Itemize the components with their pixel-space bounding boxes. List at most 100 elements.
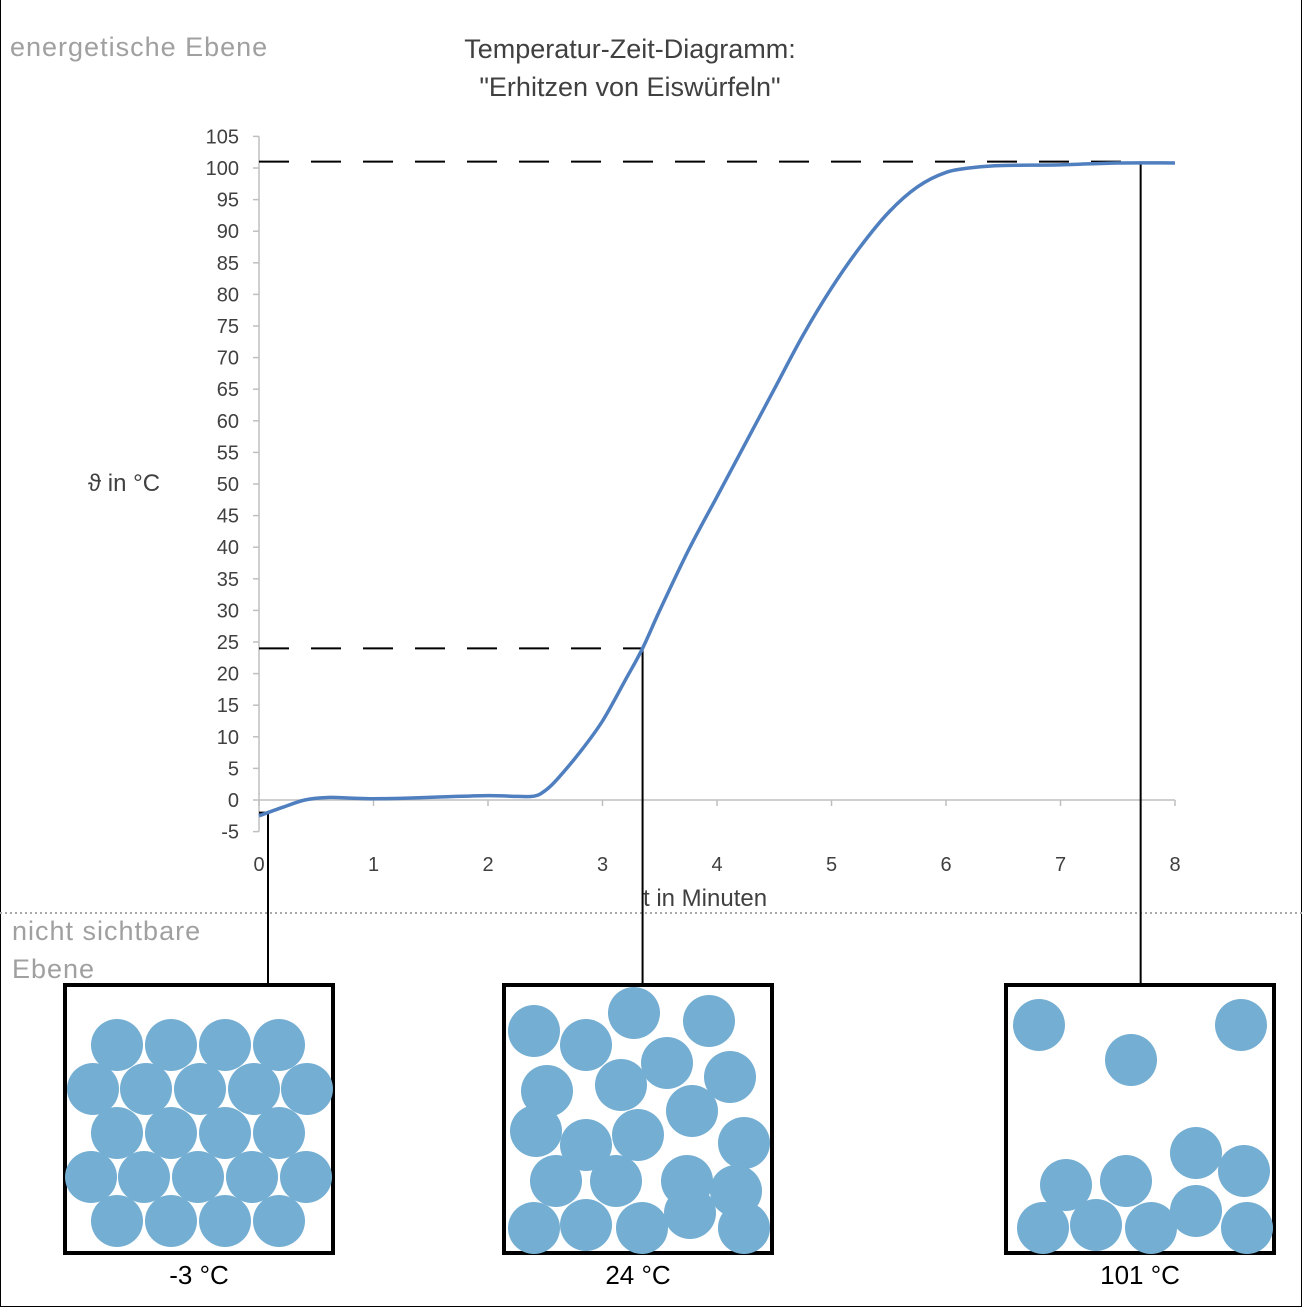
chart-title-line1: Temperatur-Zeit-Diagramm: bbox=[464, 34, 796, 64]
particle bbox=[91, 1195, 143, 1247]
y-tick-label: 60 bbox=[217, 411, 239, 433]
particle bbox=[508, 1005, 560, 1057]
particle bbox=[1170, 1127, 1222, 1179]
particle bbox=[65, 1151, 117, 1203]
particle bbox=[281, 1063, 333, 1115]
particle bbox=[1017, 1202, 1069, 1254]
particle bbox=[253, 1019, 305, 1071]
x-tick-label: 3 bbox=[597, 854, 608, 876]
x-axis-label: t in Minuten bbox=[643, 885, 768, 912]
y-tick-label: 75 bbox=[217, 316, 239, 338]
y-tick-label: 95 bbox=[217, 190, 239, 212]
y-tick-label: 45 bbox=[217, 506, 239, 528]
particle bbox=[226, 1151, 278, 1203]
particle bbox=[145, 1019, 197, 1071]
particle bbox=[664, 1187, 716, 1239]
particle bbox=[704, 1051, 756, 1103]
reference-lines bbox=[259, 160, 1142, 985]
y-tick-label: -5 bbox=[221, 822, 239, 844]
particle bbox=[199, 1019, 251, 1071]
y-tick-label: 55 bbox=[217, 442, 239, 464]
y-axis-label: ϑ in °C bbox=[88, 470, 161, 497]
particle bbox=[666, 1085, 718, 1137]
y-tick-label: 40 bbox=[217, 537, 239, 559]
particle bbox=[1170, 1185, 1222, 1237]
particle bbox=[641, 1037, 693, 1089]
y-tick-label: 65 bbox=[217, 379, 239, 401]
y-tick-label: 20 bbox=[217, 664, 239, 686]
energetic-level-label: energetische Ebene bbox=[10, 32, 269, 62]
particle bbox=[608, 987, 660, 1039]
particle bbox=[718, 1117, 770, 1169]
particle bbox=[560, 1019, 612, 1071]
invisible-level-label-line2: Ebene bbox=[12, 954, 96, 984]
temperature-label: -3 °C bbox=[169, 1260, 229, 1290]
particle bbox=[1221, 1202, 1273, 1254]
y-tick-label: 25 bbox=[217, 632, 239, 654]
particle bbox=[145, 1195, 197, 1247]
y-tick-label: 85 bbox=[217, 253, 239, 275]
particle bbox=[91, 1019, 143, 1071]
particle-box bbox=[502, 983, 774, 1255]
particle bbox=[174, 1063, 226, 1115]
particle bbox=[172, 1151, 224, 1203]
particle bbox=[253, 1195, 305, 1247]
temperature-label: 24 °C bbox=[605, 1260, 671, 1290]
y-tick-label: 105 bbox=[206, 126, 239, 148]
particle bbox=[1013, 999, 1065, 1051]
particle bbox=[253, 1107, 305, 1159]
y-tick-label: 0 bbox=[228, 790, 239, 812]
particle bbox=[145, 1107, 197, 1159]
particle bbox=[616, 1202, 668, 1254]
x-tick-label: 5 bbox=[826, 854, 837, 876]
particle bbox=[612, 1109, 664, 1161]
y-tick-label: 50 bbox=[217, 474, 239, 496]
y-tick-label: 15 bbox=[217, 695, 239, 717]
chart-title: Temperatur-Zeit-Diagramm: "Erhitzen von … bbox=[330, 30, 930, 106]
particle bbox=[560, 1119, 612, 1171]
x-tick-label: 7 bbox=[1055, 854, 1066, 876]
particle bbox=[1100, 1155, 1152, 1207]
x-tick-label: 4 bbox=[711, 854, 722, 876]
particle bbox=[228, 1063, 280, 1115]
particle bbox=[1070, 1199, 1122, 1251]
particle bbox=[590, 1155, 642, 1207]
y-tick-label: 70 bbox=[217, 348, 239, 370]
particle bbox=[530, 1155, 582, 1207]
particle bbox=[91, 1107, 143, 1159]
x-tick-label: 1 bbox=[368, 854, 379, 876]
x-tick-label: 6 bbox=[940, 854, 951, 876]
x-tick-label: 8 bbox=[1169, 854, 1180, 876]
particle bbox=[560, 1199, 612, 1251]
y-tick-label: 5 bbox=[228, 758, 239, 780]
particle bbox=[718, 1202, 770, 1254]
y-tick-label: 100 bbox=[206, 158, 239, 180]
particle bbox=[595, 1059, 647, 1111]
invisible-level-label: nicht sichtbare Ebene bbox=[12, 912, 201, 988]
temperature-curve bbox=[258, 161, 1176, 818]
particle bbox=[521, 1065, 573, 1117]
x-tick-label: 2 bbox=[482, 854, 493, 876]
chart-title-line2: "Erhitzen von Eiswürfeln" bbox=[479, 72, 781, 102]
particle bbox=[1040, 1159, 1092, 1211]
particle bbox=[683, 995, 735, 1047]
particle bbox=[199, 1195, 251, 1247]
x-tick-label: 0 bbox=[253, 854, 264, 876]
particle bbox=[199, 1107, 251, 1159]
invisible-level-label-line1: nicht sichtbare bbox=[12, 916, 202, 946]
particle-states bbox=[63, 983, 1276, 1255]
y-tick-label: 90 bbox=[217, 221, 239, 243]
y-tick-label: 80 bbox=[217, 284, 239, 306]
y-tick-label: 35 bbox=[217, 569, 239, 591]
particle bbox=[508, 1202, 560, 1254]
particle bbox=[67, 1063, 119, 1115]
temperature-label: 101 °C bbox=[1100, 1260, 1180, 1290]
particle bbox=[510, 1105, 562, 1157]
particle bbox=[1105, 1034, 1157, 1086]
particle-box bbox=[63, 983, 335, 1255]
particle bbox=[1125, 1202, 1177, 1254]
particle bbox=[120, 1063, 172, 1115]
particle bbox=[118, 1151, 170, 1203]
